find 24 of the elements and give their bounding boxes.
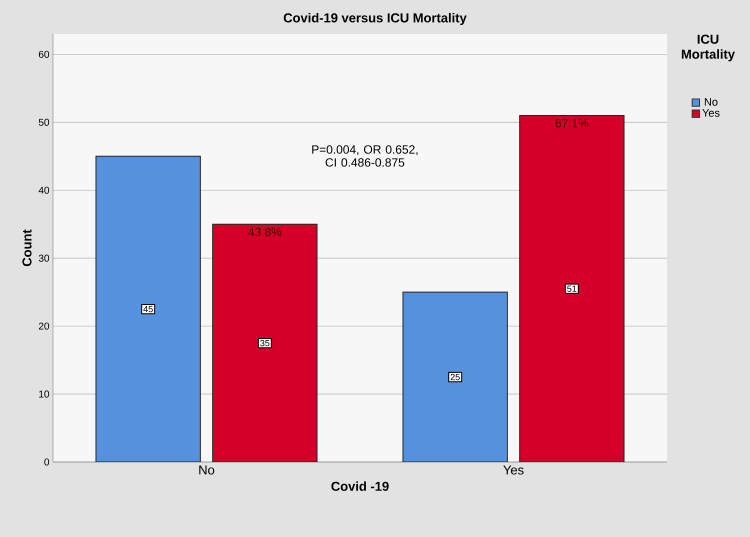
bar	[519, 115, 625, 462]
legend-label: No	[704, 98, 718, 106]
legend-title: ICU Mortality	[682, 34, 735, 62]
y-axis-title: Count	[22, 229, 32, 266]
annotation: 67.1%	[555, 119, 588, 128]
y-tick-label: 30	[38, 254, 50, 262]
annotation: 43.8%	[248, 228, 282, 236]
data-label: 35	[260, 340, 270, 346]
y-tick-label: 50	[38, 118, 50, 126]
x-axis-title: Covid -19	[331, 481, 389, 491]
annotation: P=0.004, OR 0.652, CI 0.486-0.875	[312, 145, 418, 167]
bar	[95, 156, 201, 462]
y-tick-label: 10	[39, 390, 50, 398]
bar	[212, 224, 318, 462]
data-label: 25	[450, 374, 460, 380]
data-label: 45	[143, 306, 153, 312]
chart-title: Covid-19 versus ICU Mortality	[284, 12, 467, 26]
y-tick-label: 20	[38, 322, 50, 330]
bar	[402, 292, 508, 462]
y-tick-label: 60	[38, 50, 50, 58]
data-label: 51	[567, 286, 576, 292]
y-tick-label: 40	[38, 186, 50, 194]
y-tick-label: 0	[44, 458, 50, 466]
legend-label: Yes	[702, 109, 720, 117]
